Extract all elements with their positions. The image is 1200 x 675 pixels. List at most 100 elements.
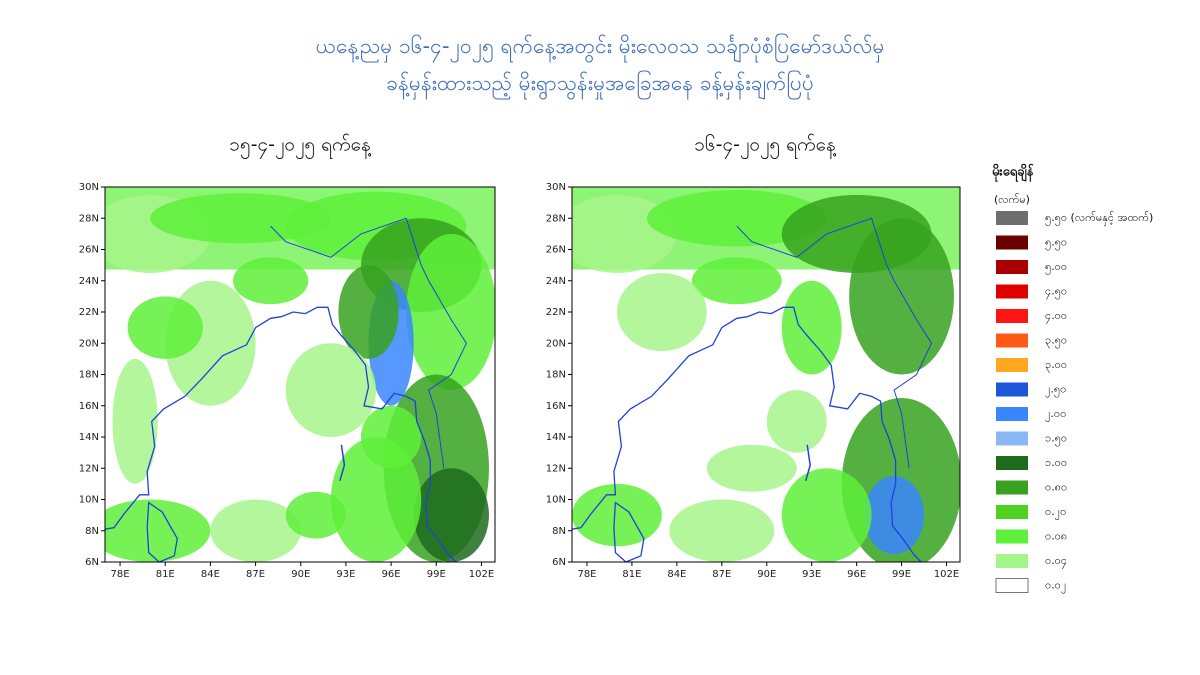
y-tick-label: 24N xyxy=(79,276,99,287)
rain-area xyxy=(781,280,842,375)
legend-swatch xyxy=(996,235,1028,250)
legend-swatch xyxy=(996,480,1028,495)
islands xyxy=(339,444,346,482)
legend-label: ၄.၀၀ xyxy=(1045,309,1067,324)
legend-label: ၃.၅၀ xyxy=(1045,334,1067,349)
rain-area xyxy=(112,358,158,484)
x-tick-label: 99E xyxy=(892,569,911,580)
title-line: ယနေ့ညမှ ၁၆-၄-၂၀၂၅ ရက်နေ့အတွင်း မိုးလေဝသ … xyxy=(316,32,885,64)
rain-area xyxy=(781,468,872,562)
legend-label: ၀.၈၀ xyxy=(1045,481,1067,494)
x-tick-label: 90E xyxy=(757,569,776,580)
rain-area xyxy=(150,193,331,244)
legend-swatch xyxy=(996,407,1028,421)
legend-swatch xyxy=(996,505,1028,519)
rain-area xyxy=(413,468,489,562)
y-tick-label: 22N xyxy=(546,307,566,318)
legend-swatch xyxy=(996,211,1028,225)
rain-area xyxy=(330,437,422,562)
legend-swatch xyxy=(996,554,1028,568)
legend-label: ၀.၂၀ xyxy=(1045,505,1066,520)
rain-area xyxy=(285,343,377,437)
x-tick-label: 81E xyxy=(156,569,175,580)
y-tick-label: 30N xyxy=(79,182,99,193)
map-title: ၁၅-၄-၂၀၂၅ ရက်နေ့ xyxy=(229,133,371,160)
y-tick-label: 16N xyxy=(546,401,566,412)
legend-label: ၄.၅၀ xyxy=(1045,285,1067,300)
rain-area xyxy=(646,190,827,247)
y-tick-label: 6N xyxy=(552,557,566,568)
rain-area xyxy=(766,390,827,453)
y-tick-label: 14N xyxy=(79,432,99,443)
border xyxy=(270,217,467,469)
y-tick-label: 18N xyxy=(79,370,99,381)
x-tick-label: 81E xyxy=(622,569,641,580)
x-tick-label: 96E xyxy=(847,569,866,580)
y-tick-label: 16N xyxy=(79,401,99,412)
legend-label: ၅.၀၀ xyxy=(1045,260,1067,275)
y-tick-label: 20N xyxy=(546,338,566,349)
legend-swatch xyxy=(996,309,1028,323)
coastline xyxy=(613,501,645,562)
legend-label: ၃.၀၀ xyxy=(1045,358,1067,373)
y-tick-label: 26N xyxy=(546,245,566,256)
legend-swatch xyxy=(996,382,1028,397)
x-tick-label: 102E xyxy=(934,569,959,580)
x-tick-label: 84E xyxy=(667,569,686,580)
x-tick-label: 90E xyxy=(291,569,310,580)
rain-area xyxy=(669,499,775,562)
x-tick-label: 93E xyxy=(802,569,821,580)
legend-label: ၁.၀၀ xyxy=(1045,456,1067,469)
x-tick-label: 96E xyxy=(382,569,401,580)
rain-area xyxy=(210,499,301,562)
rain-area xyxy=(338,265,399,359)
rain-area xyxy=(849,218,955,375)
legend-title: မိုးရေချိန် xyxy=(992,163,1035,183)
legend-swatch xyxy=(996,358,1028,372)
rain-area xyxy=(406,233,495,391)
legend-unit: (လက်မ) xyxy=(994,193,1030,206)
y-tick-label: 12N xyxy=(79,463,99,474)
y-tick-label: 10N xyxy=(546,495,566,506)
x-tick-label: 87E xyxy=(712,569,731,580)
y-tick-label: 8N xyxy=(85,526,99,537)
legend-swatch xyxy=(996,333,1028,348)
y-tick-label: 24N xyxy=(546,276,566,287)
rain-area xyxy=(105,499,211,562)
x-tick-label: 99E xyxy=(427,569,446,580)
rain-area xyxy=(285,491,346,539)
y-tick-label: 10N xyxy=(79,495,99,506)
coastline xyxy=(572,306,922,562)
legend-label: ၀.၀၈ xyxy=(1045,530,1067,543)
y-tick-label: 14N xyxy=(546,432,566,443)
title-line: ခန့်မှန်းထားသည့် မိုးရွာသွန်းမှုအခြေအနေ … xyxy=(386,69,814,101)
map-title: ၁၆-၄-၂၀၂၅ ရက်နေ့ xyxy=(694,133,836,160)
x-tick-label: 78E xyxy=(111,569,130,580)
y-tick-label: 18N xyxy=(546,370,566,381)
legend-label: ၀.၀၂ xyxy=(1045,579,1066,594)
y-tick-label: 30N xyxy=(546,182,566,193)
legend-swatch xyxy=(996,456,1028,470)
legend-label: ၁.၅၀ xyxy=(1045,432,1067,447)
y-tick-label: 28N xyxy=(79,213,99,224)
legend-swatch xyxy=(995,578,1029,593)
border xyxy=(736,217,933,469)
y-tick-label: 20N xyxy=(79,338,99,349)
x-tick-label: 93E xyxy=(336,569,355,580)
y-tick-label: 28N xyxy=(546,213,566,224)
legend-swatch xyxy=(996,529,1028,544)
map-field xyxy=(572,187,960,562)
rain-area xyxy=(864,476,925,555)
rain-area xyxy=(706,444,797,492)
map-field xyxy=(105,187,495,562)
legend-label: ၂.၅၀ xyxy=(1045,383,1066,398)
rain-area xyxy=(127,296,203,359)
y-tick-label: 22N xyxy=(79,307,99,318)
legend-label: ၂.၀၀ xyxy=(1045,407,1066,422)
y-tick-label: 6N xyxy=(85,557,99,568)
y-tick-label: 12N xyxy=(546,463,566,474)
coastline xyxy=(146,501,178,562)
legend-swatch xyxy=(996,431,1028,446)
legend-swatch xyxy=(996,284,1028,299)
